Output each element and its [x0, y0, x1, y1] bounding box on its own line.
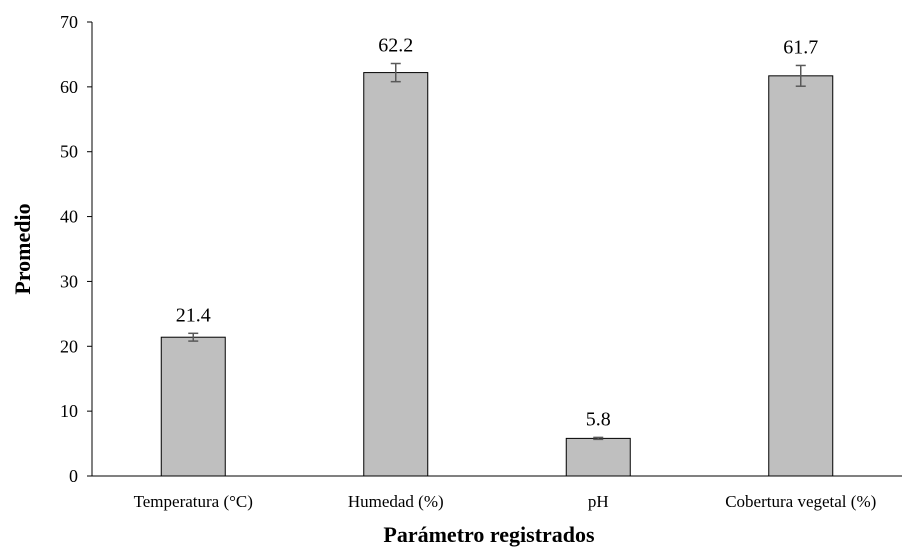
bar	[565, 437, 631, 477]
bar	[160, 336, 226, 477]
x-tick-label: pH	[588, 492, 609, 511]
y-tick-label: 50	[60, 142, 78, 162]
error-bar	[795, 64, 806, 87]
y-tick-label: 70	[60, 12, 78, 32]
error-bar	[188, 332, 199, 342]
y-tick-label: 10	[60, 401, 78, 421]
data-label: 61.7	[783, 36, 818, 58]
category-labels: Temperatura (°C) Humedad (%) pH Cobertura v…	[134, 492, 877, 511]
bar	[363, 72, 429, 477]
y-tick-label: 0	[69, 466, 78, 486]
bar	[768, 75, 834, 477]
error-bar	[593, 436, 604, 441]
x-tick-label: Cobertura vegetal (%)	[725, 492, 876, 511]
y-axis-ticks: 0 10 20 30 40 50 60 70	[60, 12, 92, 486]
error-bars	[188, 62, 806, 441]
data-label: 62.2	[378, 35, 413, 57]
x-tick-label: Temperatura (°C)	[134, 492, 253, 511]
data-label: 5.8	[586, 408, 611, 430]
y-axis-title: Promedio	[10, 203, 35, 294]
y-tick-label: 20	[60, 336, 78, 356]
x-axis-title: Parámetro registrados	[383, 522, 595, 547]
y-tick-label: 30	[60, 271, 78, 291]
bars	[160, 72, 834, 477]
data-label: 21.4	[176, 304, 211, 326]
error-bar	[390, 62, 401, 83]
data-labels: 21.4 62.2 5.8 61.7	[176, 35, 819, 431]
x-tick-label: Humedad (%)	[348, 492, 444, 511]
y-tick-label: 40	[60, 207, 78, 227]
y-tick-label: 60	[60, 77, 78, 97]
